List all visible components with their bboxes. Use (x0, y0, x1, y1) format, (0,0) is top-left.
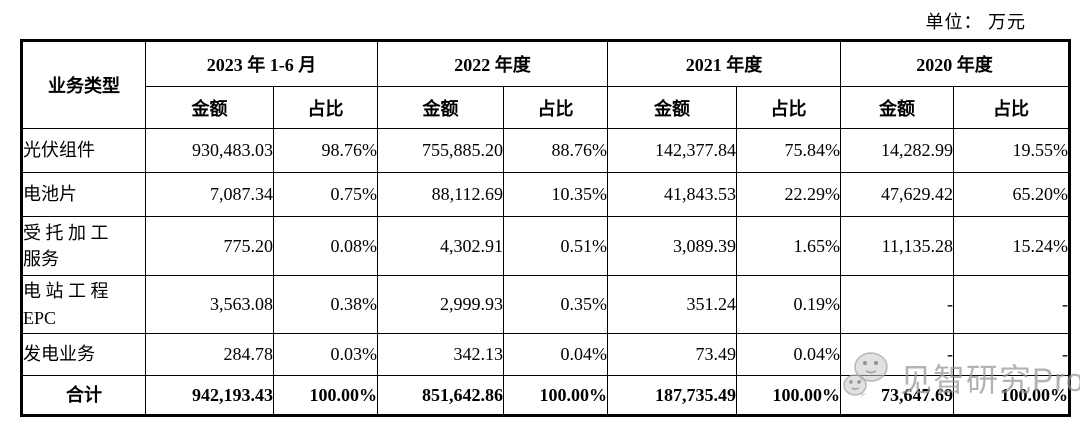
table-cell: 0.08% (273, 216, 378, 276)
table-row: 受 托 加 工 服务 775.20 0.08% 4,302.91 0.51% 3… (21, 216, 1070, 276)
table-cell: 15.24% (953, 216, 1070, 276)
col-header-amount: 金额 (377, 86, 504, 129)
table-cell: - (840, 275, 954, 334)
table-cell: 1.65% (736, 216, 841, 276)
row-label: 电 站 工 程 EPC (21, 275, 146, 334)
table-cell: 187,735.49 (607, 375, 737, 416)
row-label-total: 合计 (21, 375, 146, 416)
table-cell: 3,089.39 (607, 216, 737, 276)
table-cell: 942,193.43 (145, 375, 274, 416)
table-cell: 73,647.69 (840, 375, 954, 416)
table-cell: 0.35% (503, 275, 608, 334)
table-cell: 0.51% (503, 216, 608, 276)
table-cell: - (953, 275, 1070, 334)
table-cell: 0.19% (736, 275, 841, 334)
table-cell: 775.20 (145, 216, 274, 276)
table-cell: 0.38% (273, 275, 378, 334)
table-cell: 0.04% (736, 333, 841, 376)
table-row-total: 合计 942,193.43 100.00% 851,642.86 100.00%… (21, 375, 1070, 416)
table-row: 发电业务 284.78 0.03% 342.13 0.04% 73.49 0.0… (21, 333, 1070, 376)
col-header-period-2021: 2021 年度 (607, 40, 841, 87)
table-cell: 2,999.93 (377, 275, 504, 334)
table-row: 光伏组件 930,483.03 98.76% 755,885.20 88.76%… (21, 128, 1070, 173)
col-header-amount: 金额 (840, 86, 954, 129)
col-header-ratio: 占比 (736, 86, 841, 129)
table-cell: 0.75% (273, 172, 378, 217)
table-cell: 4,302.91 (377, 216, 504, 276)
row-label: 电池片 (21, 172, 146, 217)
table-header-row-subcolumns: 金额 占比 金额 占比 金额 占比 金额 占比 (22, 86, 1070, 129)
col-header-ratio: 占比 (273, 86, 378, 129)
table-cell: 100.00% (736, 375, 841, 416)
table-cell: 88.76% (503, 128, 608, 173)
table-cell: 100.00% (503, 375, 608, 416)
col-header-period-2023h1: 2023 年 1-6 月 (145, 40, 378, 87)
table-row: 电 站 工 程 EPC 3,563.08 0.38% 2,999.93 0.35… (21, 275, 1070, 334)
table-cell: 0.04% (503, 333, 608, 376)
table-cell: 41,843.53 (607, 172, 737, 217)
col-header-ratio: 占比 (503, 86, 608, 129)
table-cell: 351.24 (607, 275, 737, 334)
table-cell: 11,135.28 (840, 216, 954, 276)
table-cell: 65.20% (953, 172, 1070, 217)
table-cell: 19.55% (953, 128, 1070, 173)
row-label: 受 托 加 工 服务 (21, 216, 146, 276)
table-cell: 100.00% (953, 375, 1070, 416)
business-revenue-table: 业务类型 2023 年 1-6 月 2022 年度 2021 年度 2020 年… (20, 39, 1071, 417)
table-cell: - (840, 333, 954, 376)
col-header-ratio: 占比 (953, 86, 1070, 129)
unit-label: 单位： 万元 (925, 12, 1026, 32)
table-cell: 75.84% (736, 128, 841, 173)
col-header-amount: 金额 (145, 86, 274, 129)
table-cell: 73.49 (607, 333, 737, 376)
table-cell: 0.03% (273, 333, 378, 376)
col-header-business-type: 业务类型 (21, 40, 146, 129)
table-cell: 98.76% (273, 128, 378, 173)
table-cell: 755,885.20 (377, 128, 504, 173)
row-label: 发电业务 (21, 333, 146, 376)
table-cell: 22.29% (736, 172, 841, 217)
table-cell: 142,377.84 (607, 128, 737, 173)
table-cell: 3,563.08 (145, 275, 274, 334)
table-cell: 88,112.69 (377, 172, 504, 217)
table-cell: 100.00% (273, 375, 378, 416)
table-cell: 342.13 (377, 333, 504, 376)
table-cell: 851,642.86 (377, 375, 504, 416)
table-header-row-periods: 业务类型 2023 年 1-6 月 2022 年度 2021 年度 2020 年… (21, 40, 1070, 129)
table-cell: 7,087.34 (145, 172, 274, 217)
table-row: 电池片 7,087.34 0.75% 88,112.69 10.35% 41,8… (21, 172, 1070, 217)
col-header-amount: 金额 (607, 86, 737, 129)
row-label: 光伏组件 (21, 128, 146, 173)
table-cell: 284.78 (145, 333, 274, 376)
table-cell: - (953, 333, 1070, 376)
col-header-period-2022: 2022 年度 (377, 40, 608, 87)
table-cell: 10.35% (503, 172, 608, 217)
table-cell: 14,282.99 (840, 128, 954, 173)
table-cell: 47,629.42 (840, 172, 954, 217)
table-cell: 930,483.03 (145, 128, 274, 173)
col-header-period-2020: 2020 年度 (840, 40, 1070, 87)
